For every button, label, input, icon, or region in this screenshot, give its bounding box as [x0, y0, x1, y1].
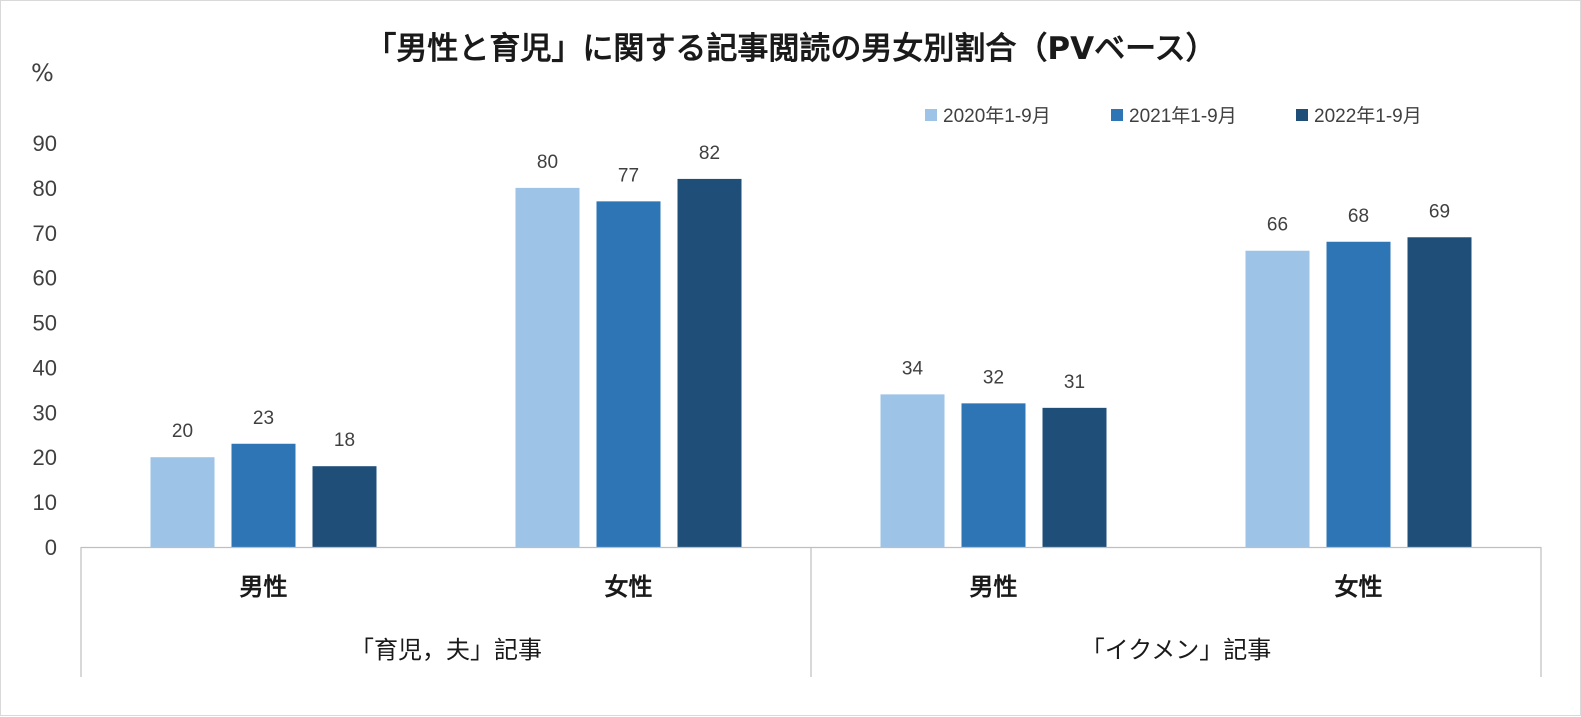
- bar-2-4: [1326, 241, 1391, 547]
- y-tick-label: 50: [33, 311, 57, 336]
- data-label: 18: [334, 430, 355, 451]
- legend: 2020年1-9月 2021年1-9月 2022年1-9月: [925, 105, 1422, 127]
- bar-1-2: [515, 187, 580, 547]
- y-tick-label: 0: [45, 535, 57, 560]
- data-label: 32: [983, 367, 1004, 388]
- data-label: 34: [902, 358, 924, 379]
- data-label: 20: [172, 421, 193, 442]
- bar-3-4: [1407, 237, 1472, 547]
- y-tick-label: 70: [33, 221, 57, 246]
- y-tick-label: 90: [33, 131, 57, 156]
- legend-label: 2022年1-9月: [1314, 105, 1422, 127]
- data-label: 68: [1348, 206, 1369, 227]
- y-tick-label: 80: [33, 176, 57, 201]
- bar-3-1: [312, 466, 377, 547]
- group-label: 「育児，夫」記事: [350, 636, 542, 664]
- category-label: 男性: [240, 573, 288, 601]
- chart-title: 「男性と育児」に関する記事閲読の男女別割合（PVベース）: [365, 31, 1216, 67]
- y-tick-label: 20: [33, 445, 57, 470]
- data-label: 66: [1267, 215, 1288, 236]
- bar-2-1: [231, 443, 296, 547]
- data-label: 31: [1064, 372, 1085, 393]
- data-label: 77: [618, 165, 639, 186]
- bar-3-3: [1042, 407, 1107, 547]
- data-label: 69: [1429, 201, 1450, 222]
- bar-1-1: [150, 457, 215, 547]
- bar-2-2: [596, 201, 661, 547]
- legend-swatch: [925, 109, 937, 121]
- bar-2-3: [961, 403, 1026, 547]
- y-tick-label: 40: [33, 355, 57, 380]
- y-axis-ticks: 0 10 20 30 40 50 60 70 80 90: [33, 131, 57, 560]
- bar-3-2: [677, 178, 742, 547]
- group-label: 「イクメン」記事: [1081, 636, 1272, 664]
- data-label: 23: [253, 408, 274, 429]
- legend-swatch: [1296, 109, 1308, 121]
- legend-swatch: [1111, 109, 1123, 121]
- y-tick-label: 30: [33, 400, 57, 425]
- category-label: 女性: [605, 573, 653, 601]
- category-axis-frame: [80, 546, 1542, 677]
- data-label: 82: [699, 143, 720, 164]
- y-tick-label: 10: [33, 490, 57, 515]
- legend-label: 2020年1-9月: [943, 105, 1051, 127]
- category-label: 女性: [1335, 573, 1383, 601]
- bar-1-3: [880, 394, 945, 547]
- data-label: 80: [537, 152, 558, 173]
- y-tick-label: 60: [33, 266, 57, 291]
- category-labels: 男性 女性 男性 女性「育児，夫」記事 「イクメン」記事: [240, 573, 1383, 664]
- y-axis-unit-label: %: [31, 59, 54, 87]
- bar-1-4: [1245, 250, 1310, 547]
- bars: 20 80 34 66 23 77 32 68 18 82 31 69: [150, 143, 1472, 547]
- legend-label: 2021年1-9月: [1129, 105, 1237, 127]
- category-label: 男性: [970, 573, 1018, 601]
